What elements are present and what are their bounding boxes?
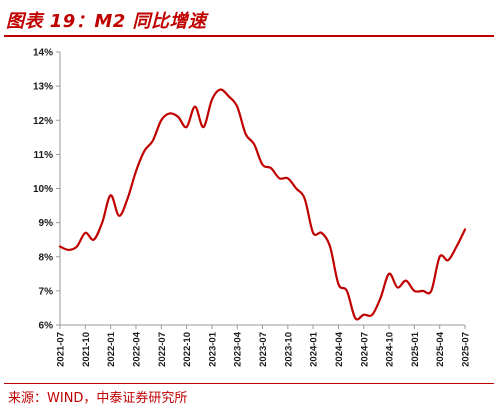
data-point <box>177 116 179 118</box>
data-point <box>67 249 69 251</box>
data-point <box>320 232 322 234</box>
data-point <box>455 245 457 247</box>
y-tick-label: 7% <box>39 286 54 297</box>
data-point <box>160 119 162 121</box>
data-point <box>185 126 187 128</box>
data-point <box>346 290 348 292</box>
data-point <box>371 314 373 316</box>
data-point <box>59 245 61 247</box>
x-tick-label: 2022-10 <box>182 332 193 367</box>
y-tick-label: 10% <box>33 184 53 195</box>
data-point <box>84 232 86 234</box>
plot-area <box>58 88 467 321</box>
x-tick-label: 2023-10 <box>283 332 294 367</box>
data-point <box>244 133 246 135</box>
data-point <box>76 245 78 247</box>
data-point <box>422 290 424 292</box>
m2-line-chart: 6%7%8%9%10%11%12%13%14% 2021-07 2021-10 20… <box>33 48 472 367</box>
data-point <box>118 215 120 217</box>
data-point <box>194 105 196 107</box>
data-point <box>312 232 314 234</box>
data-point <box>430 290 432 292</box>
data-point <box>135 170 137 172</box>
data-point <box>337 283 339 285</box>
x-tick-label: 2021-07 <box>56 332 67 367</box>
data-point <box>464 228 466 230</box>
x-tick-label: 2025-07 <box>461 332 472 367</box>
data-point <box>219 88 221 90</box>
data-point <box>202 126 204 128</box>
data-point <box>261 163 263 165</box>
x-tick-label: 2025-01 <box>410 331 421 367</box>
title-divider <box>4 35 494 37</box>
data-point <box>405 279 407 281</box>
data-point <box>438 256 440 258</box>
data-point <box>295 187 297 189</box>
y-tick-label: 11% <box>34 150 54 161</box>
x-tick-label: 2024-10 <box>385 332 396 367</box>
x-tick-label: 2023-01 <box>207 331 218 367</box>
data-point <box>413 290 415 292</box>
source-note: 来源：WIND，中泰证券研究所 <box>8 391 188 406</box>
x-tick-label: 2022-01 <box>106 331 117 367</box>
m2-series-line <box>58 88 467 321</box>
x-tick-label: 2024-04 <box>334 331 345 367</box>
data-point <box>270 167 272 169</box>
data-point <box>287 177 289 179</box>
data-point <box>354 317 356 319</box>
x-tick-label: 2024-01 <box>309 331 320 367</box>
data-point <box>126 198 128 200</box>
x-tick-label: 2022-04 <box>131 331 142 367</box>
chart-title: 图表 19：M2 同比增速 <box>6 11 207 32</box>
data-point <box>253 143 255 145</box>
y-tick-label: 12% <box>33 116 53 127</box>
data-point <box>168 112 170 114</box>
data-point <box>303 198 305 200</box>
y-tick-label: 6% <box>39 321 54 332</box>
data-point <box>228 95 230 97</box>
data-point <box>278 177 280 179</box>
x-tick-label: 2023-04 <box>233 331 244 367</box>
y-tick-label: 9% <box>39 218 54 229</box>
data-point <box>447 259 449 261</box>
data-point <box>329 245 331 247</box>
data-point <box>93 238 95 240</box>
data-point <box>363 314 365 316</box>
y-axis: 6% 7% 8% 9% 10% 11% 12% 13% 14% <box>33 48 61 332</box>
data-point <box>236 105 238 107</box>
data-point <box>379 297 381 299</box>
data-point <box>396 286 398 288</box>
x-tick-label: 2023-07 <box>258 332 269 367</box>
y-tick-label: 8% <box>39 252 54 263</box>
y-tick-label: 14% <box>33 48 53 59</box>
data-point <box>143 150 145 152</box>
data-point <box>152 140 154 142</box>
y-tick-label: 13% <box>33 82 53 93</box>
x-axis: 2021-07 2021-10 2022-01 2022-04 2022-07 2022-… <box>56 324 472 367</box>
data-point <box>101 221 103 223</box>
data-point <box>211 99 213 101</box>
x-tick-label: 2022-07 <box>157 332 168 367</box>
data-point <box>109 194 111 196</box>
source-divider <box>4 383 494 384</box>
x-tick-label: 2021-10 <box>81 332 92 367</box>
x-tick-label: 2024-07 <box>359 332 370 367</box>
x-tick-label: 2025-04 <box>435 331 446 367</box>
data-point <box>388 273 390 275</box>
